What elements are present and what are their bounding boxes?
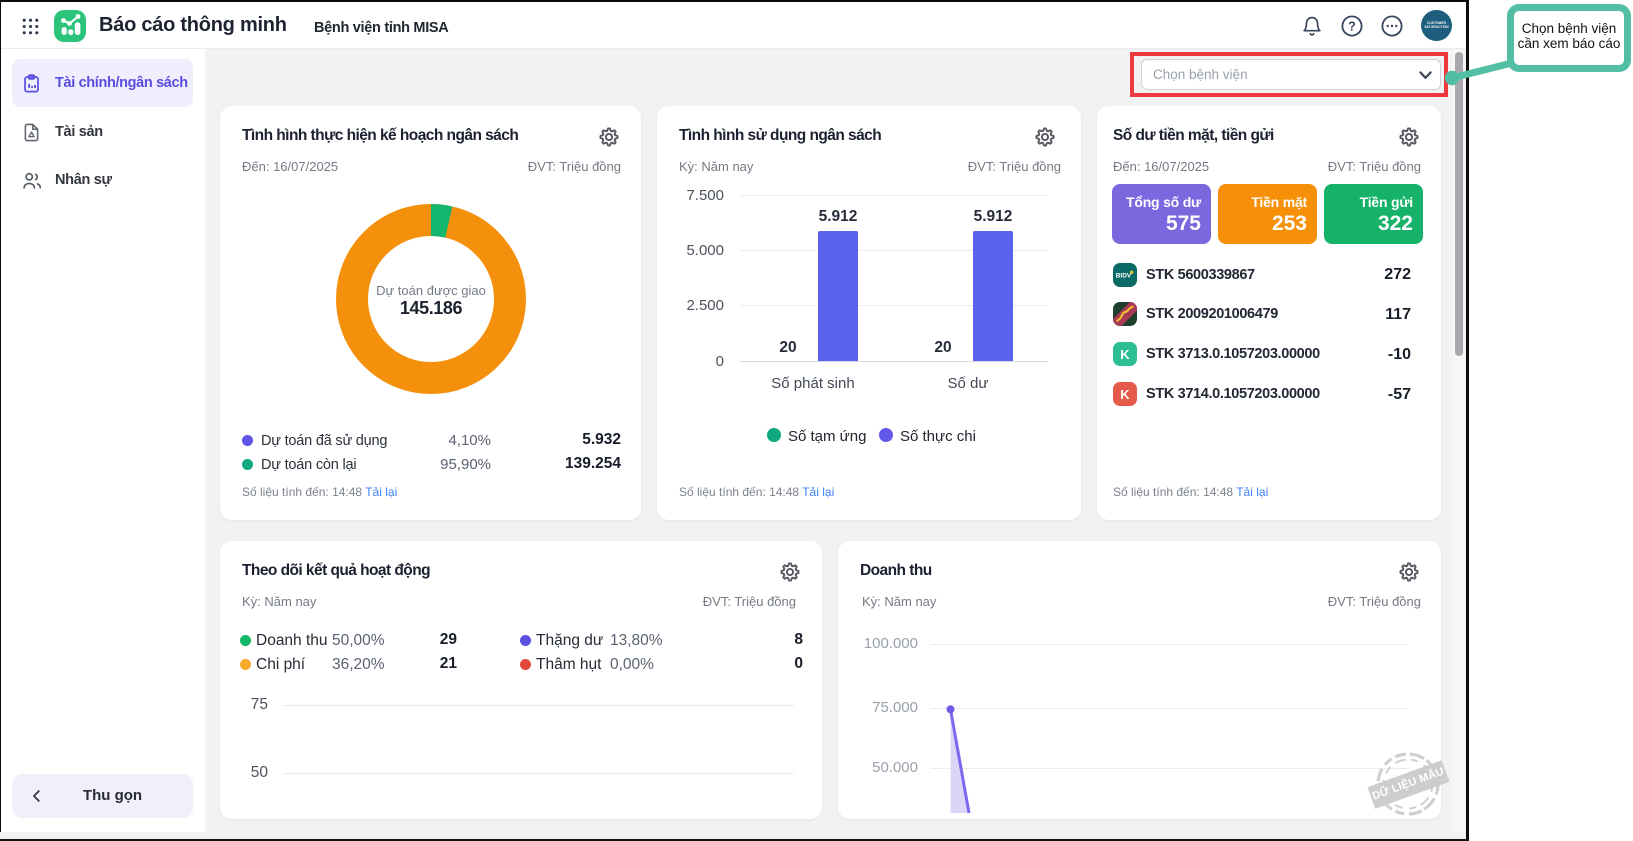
svg-text:K: K (1120, 387, 1130, 402)
svg-text:K: K (1120, 347, 1130, 362)
svg-text:?: ? (1348, 19, 1356, 33)
svg-text:BIDV: BIDV (1116, 273, 1132, 280)
